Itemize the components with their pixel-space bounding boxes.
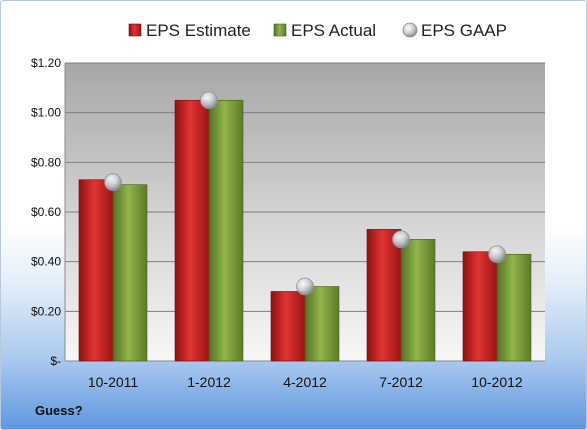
legend-swatch-eps-estimate <box>128 23 142 37</box>
legend-swatch-eps-gaap <box>402 22 418 38</box>
x-axis: 10-2011 1-2012 4-2012 7-2012 10-2012 <box>88 374 523 390</box>
x-tick-label: 7-2012 <box>379 374 423 390</box>
bar-eps-actual <box>304 286 340 362</box>
x-tick-label: 1-2012 <box>187 374 231 390</box>
x-tick-label: 10-2012 <box>471 374 523 390</box>
y-tick-label: $0.80 <box>31 155 61 169</box>
marker-eps-gaap <box>296 277 314 296</box>
legend: EPS Estimate EPS Actual EPS GAAP <box>128 21 507 40</box>
bar-eps-estimate <box>462 251 498 362</box>
bar-eps-estimate <box>366 229 402 362</box>
legend-label: EPS GAAP <box>421 21 507 40</box>
y-tick-label: $0.20 <box>31 304 61 318</box>
legend-swatch-eps-actual <box>273 23 287 37</box>
gaap-markers <box>104 91 506 296</box>
bar-eps-estimate <box>78 179 114 362</box>
marker-eps-gaap <box>488 245 506 264</box>
bar-eps-actual <box>400 239 436 362</box>
bar-eps-actual <box>496 253 532 362</box>
x-tick-label: 10-2011 <box>88 374 139 390</box>
legend-label: EPS Actual <box>291 21 376 40</box>
y-tick-label: $1.00 <box>31 106 61 120</box>
bars <box>78 99 532 362</box>
bar-eps-actual <box>112 184 148 362</box>
bar-eps-estimate <box>174 99 210 362</box>
marker-eps-gaap <box>200 91 218 110</box>
legend-label: EPS Estimate <box>146 21 251 40</box>
y-tick-label: $0.40 <box>31 255 61 269</box>
marker-eps-gaap <box>392 230 410 249</box>
bar-eps-actual <box>208 99 244 362</box>
y-tick-label: $1.20 <box>31 56 61 70</box>
y-tick-label: $- <box>50 354 61 368</box>
marker-eps-gaap <box>104 173 122 192</box>
y-axis: $- $0.20 $0.40 $0.60 $0.80 $1.00 $1.20 <box>31 56 61 368</box>
y-tick-label: $0.60 <box>31 205 61 219</box>
x-tick-label: 4-2012 <box>283 374 327 390</box>
bar-eps-estimate <box>270 291 306 362</box>
footnote: Guess? <box>35 403 83 418</box>
